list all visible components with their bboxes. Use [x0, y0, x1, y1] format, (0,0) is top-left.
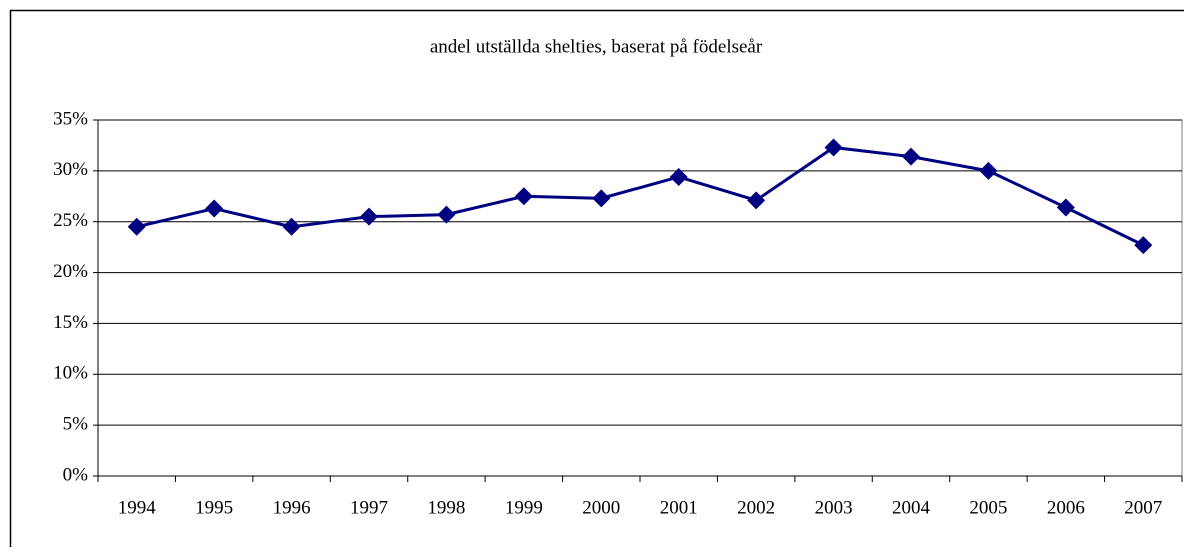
x-tick-label: 2007	[1124, 497, 1162, 518]
y-tick-label: 0%	[63, 464, 89, 485]
marker	[592, 189, 611, 208]
marker	[437, 205, 456, 224]
marker	[1134, 236, 1153, 255]
x-tick-label: 2000	[582, 497, 620, 518]
marker	[205, 199, 224, 218]
marker	[282, 217, 301, 236]
marker	[669, 167, 688, 186]
marker	[360, 207, 378, 226]
marker	[127, 217, 146, 236]
marker	[514, 187, 533, 206]
x-tick-label: 1994	[118, 497, 157, 518]
x-tick-label: 2004	[892, 497, 931, 518]
line	[136, 145, 1144, 247]
x-tick-label: 2005	[969, 497, 1007, 518]
y-tick-label: 30%	[53, 159, 88, 180]
y-tick-label: 20%	[53, 261, 88, 282]
x-tick-label: 1995	[195, 497, 233, 518]
y-tick-label: 10%	[53, 363, 88, 384]
x-tick-label: 1997	[350, 497, 388, 518]
y-tick-label: 35%	[53, 108, 88, 129]
x-tick-label: 2006	[1047, 497, 1085, 518]
chart-title: andel utställda shelties, baserat på föd…	[430, 36, 763, 57]
marker	[824, 138, 843, 157]
plot-area	[97, 119, 1183, 477]
x-tick-label: 2001	[660, 497, 698, 518]
y-tick-label: 25%	[53, 210, 88, 231]
marker	[747, 191, 766, 210]
marker	[902, 147, 920, 166]
x-tick-label: 2002	[737, 497, 775, 518]
y-tick-label: 15%	[53, 312, 88, 333]
x-tick-label: 1998	[427, 497, 465, 518]
y-tick-label: 5%	[63, 414, 89, 435]
x-tick-label: 2003	[815, 497, 853, 518]
marker	[1056, 198, 1075, 217]
marker	[979, 161, 998, 180]
x-tick-label: 1996	[273, 497, 311, 518]
x-tick-label: 1999	[505, 497, 543, 518]
